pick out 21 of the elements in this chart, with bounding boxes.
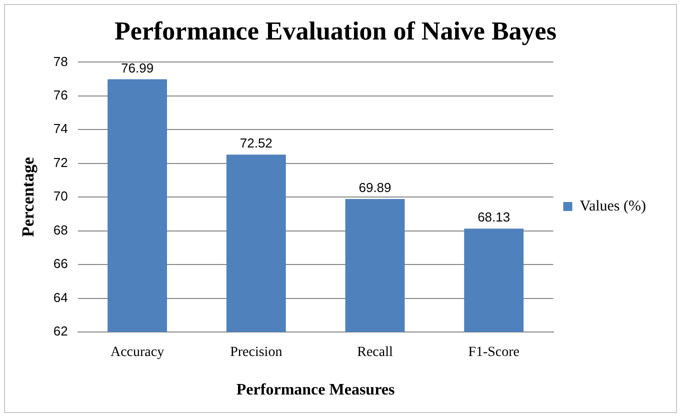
y-tick-label: 64 [53, 290, 68, 305]
y-axis-title: Percentage [18, 156, 38, 238]
x-tick-label: Accuracy [110, 345, 164, 360]
y-tick-label: 66 [53, 256, 68, 272]
x-tick-label: Precision [230, 345, 282, 360]
y-tick-label: 74 [53, 121, 68, 136]
data-label: 68.13 [478, 210, 510, 225]
x-axis-title: Performance Measures [236, 382, 395, 399]
y-tick-label: 72 [53, 154, 68, 170]
y-tick-label: 70 [53, 188, 68, 204]
x-tick-label: F1-Score [468, 345, 520, 360]
y-tick-label: 68 [53, 222, 68, 238]
chart-title: Performance Evaluation of Naive Bayes [114, 16, 556, 46]
legend-label: Values (%) [580, 198, 646, 214]
data-label: 69.89 [358, 180, 392, 196]
y-tick-label: 78 [53, 54, 68, 69]
data-label: 72.52 [240, 136, 272, 151]
data-label: 76.99 [121, 60, 154, 76]
x-tick-label: Recall [357, 345, 393, 360]
y-tick-label: 62 [53, 324, 68, 339]
y-tick-label: 76 [53, 88, 68, 103]
